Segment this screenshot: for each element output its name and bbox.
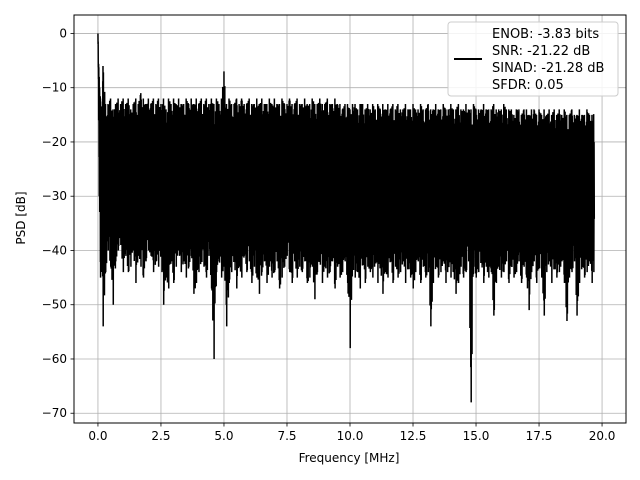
legend-box [447, 21, 619, 97]
x-tick-label: 0.0 [88, 429, 107, 443]
y-tick-label: −60 [42, 352, 67, 366]
y-axis-label: PSD [dB] [14, 191, 28, 244]
y-tick-label: −10 [42, 81, 67, 95]
y-tick-label: −30 [42, 189, 67, 203]
y-tick-label: −70 [42, 406, 67, 420]
series-line-psd [97, 33, 596, 403]
legend-line-snr: SNR: -21.22 dB [492, 44, 590, 59]
legend-line-sfdr: SFDR: 0.05 [492, 78, 564, 93]
legend-line-sinad: SINAD: -21.28 dB [492, 61, 604, 76]
legend-line-enob: ENOB: -3.83 bits [492, 27, 599, 42]
y-tick-label: −40 [42, 243, 67, 257]
x-tick-label: 15.0 [463, 429, 490, 443]
x-tick-label: 2.5 [151, 429, 170, 443]
y-tick-label: −50 [42, 298, 67, 312]
x-tick-label: 20.0 [589, 429, 616, 443]
x-tick-label: 12.5 [400, 429, 427, 443]
y-axis-ticks: 0 −10 −20 −30 −40 −50 −60 −70 [42, 26, 74, 420]
y-tick-label: −20 [42, 135, 67, 149]
y-tick-label: 0 [59, 26, 67, 40]
x-axis-label: Frequency [MHz] [299, 451, 400, 465]
series-layer [97, 33, 596, 403]
x-tick-label: 10.0 [337, 429, 364, 443]
legend: ENOB: -3.83 bits SNR: -21.22 dB SINAD: -… [447, 21, 619, 97]
x-axis-ticks: 0.0 2.5 5.0 7.5 10.0 12.5 15.0 17.5 20.0 [88, 423, 615, 443]
x-tick-label: 7.5 [277, 429, 296, 443]
x-tick-label: 17.5 [526, 429, 553, 443]
x-tick-label: 5.0 [214, 429, 233, 443]
